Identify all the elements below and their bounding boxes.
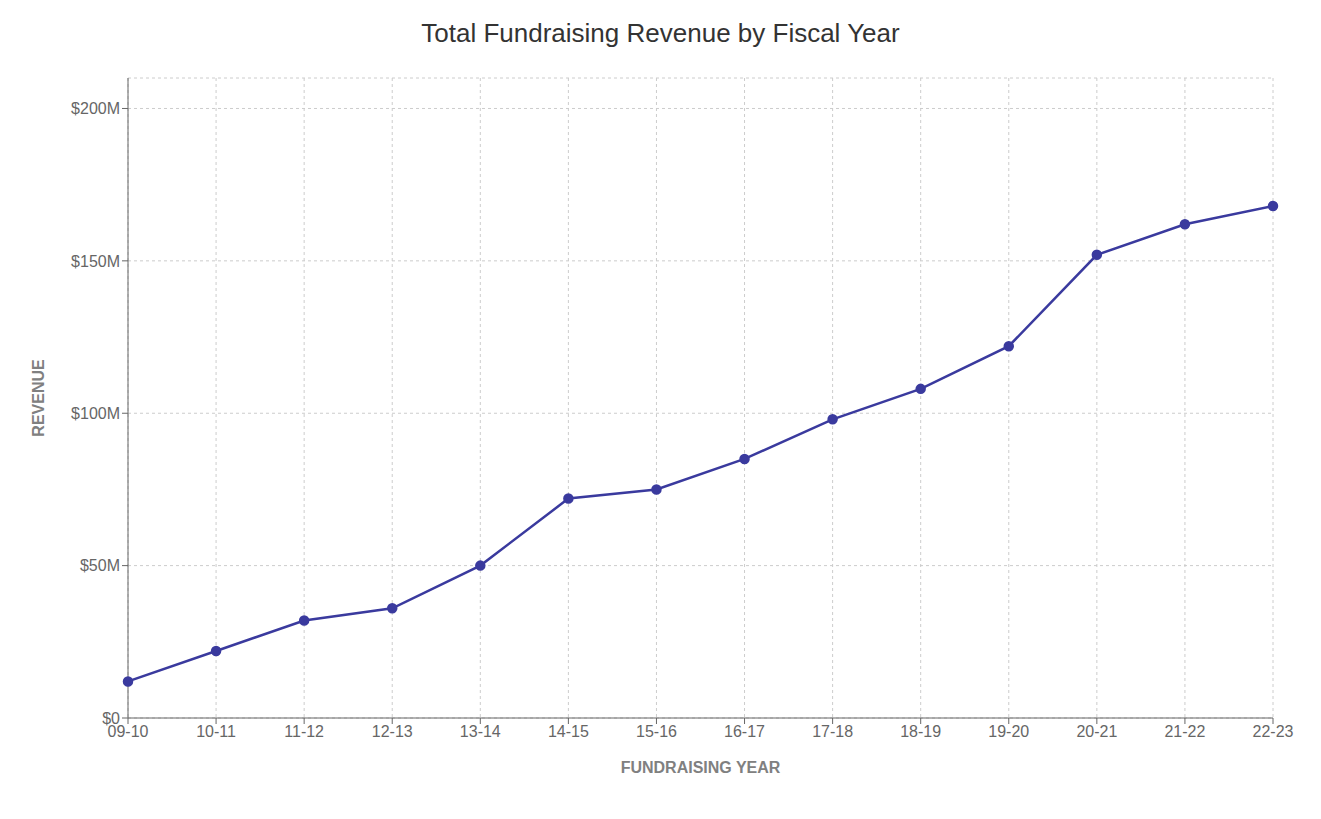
svg-text:$100M: $100M: [71, 405, 120, 422]
svg-text:10-11: 10-11: [196, 723, 236, 740]
svg-text:12-13: 12-13: [372, 723, 413, 740]
svg-text:09-10: 09-10: [107, 723, 149, 741]
svg-text:20-21: 20-21: [1076, 723, 1117, 740]
svg-text:18-19: 18-19: [900, 723, 941, 740]
html-text:Total Fundraising Revenue by F: Total Fundraising Revenue by Fiscal Year: [421, 18, 900, 48]
svg-text:FUNDRAISING YEAR: FUNDRAISING YEAR: [621, 759, 781, 776]
svg-text:19-20: 19-20: [988, 723, 1029, 740]
svg-text:22-23: 22-23: [1253, 723, 1294, 740]
svg-text:REVENUE: REVENUE: [30, 359, 47, 437]
svg-text:21-22: 21-22: [1164, 723, 1205, 740]
svg-text:13-14: 13-14: [460, 723, 501, 740]
svg-text:15-16: 15-16: [636, 723, 677, 740]
svg-text:14-15: 14-15: [548, 723, 589, 740]
svg-text:17-18: 17-18: [812, 723, 853, 740]
svg-text:$150M: $150M: [71, 253, 120, 270]
svg-text:$50M: $50M: [80, 557, 120, 574]
svg-text:16-17: 16-17: [724, 723, 765, 740]
svg-text:11-12: 11-12: [284, 723, 324, 740]
svg-text:$200M: $200M: [71, 100, 120, 117]
svg-text:$0: $0: [102, 710, 120, 727]
